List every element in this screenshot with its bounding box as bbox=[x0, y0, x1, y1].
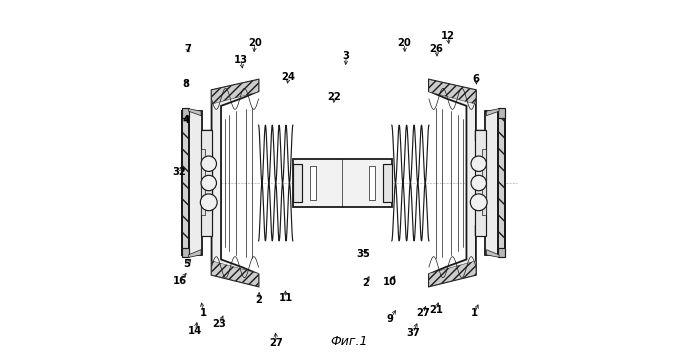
Text: 20: 20 bbox=[248, 38, 262, 49]
Bar bbox=[293, 159, 392, 207]
Text: 22: 22 bbox=[327, 92, 341, 102]
Text: 14: 14 bbox=[188, 326, 202, 336]
Text: Фиг.1: Фиг.1 bbox=[330, 335, 368, 348]
Text: 2: 2 bbox=[362, 278, 369, 288]
Circle shape bbox=[471, 156, 487, 171]
Polygon shape bbox=[182, 111, 202, 124]
Text: 12: 12 bbox=[441, 31, 455, 42]
Polygon shape bbox=[211, 80, 258, 287]
Bar bbox=[182, 111, 189, 255]
Bar bbox=[369, 166, 375, 200]
Text: 7: 7 bbox=[184, 44, 191, 54]
Bar bbox=[498, 108, 505, 118]
Text: 16: 16 bbox=[173, 276, 187, 286]
Polygon shape bbox=[487, 109, 499, 116]
Bar bbox=[182, 247, 189, 257]
Polygon shape bbox=[201, 225, 212, 235]
Text: 11: 11 bbox=[279, 293, 293, 303]
Bar bbox=[310, 166, 316, 200]
Text: 1: 1 bbox=[471, 308, 478, 319]
Text: 3: 3 bbox=[343, 51, 350, 61]
Text: 10: 10 bbox=[383, 277, 396, 287]
Polygon shape bbox=[188, 250, 201, 257]
Circle shape bbox=[201, 175, 216, 191]
Bar bbox=[482, 149, 487, 215]
Bar bbox=[498, 111, 505, 255]
Polygon shape bbox=[201, 131, 212, 141]
Text: 37: 37 bbox=[406, 328, 419, 338]
Text: 2: 2 bbox=[255, 295, 262, 306]
Text: 6: 6 bbox=[473, 74, 480, 83]
Text: 27: 27 bbox=[417, 308, 430, 319]
Polygon shape bbox=[211, 80, 258, 104]
Polygon shape bbox=[429, 261, 476, 287]
Polygon shape bbox=[485, 111, 505, 124]
Polygon shape bbox=[485, 242, 505, 255]
Polygon shape bbox=[182, 242, 202, 255]
Bar bbox=[498, 247, 505, 257]
Text: 1: 1 bbox=[200, 308, 207, 318]
Text: 4: 4 bbox=[182, 115, 190, 125]
Bar bbox=[182, 108, 189, 118]
Text: 20: 20 bbox=[398, 38, 411, 49]
Circle shape bbox=[471, 175, 487, 191]
Polygon shape bbox=[487, 250, 499, 257]
Text: 5: 5 bbox=[184, 259, 191, 269]
Circle shape bbox=[201, 156, 216, 171]
Polygon shape bbox=[482, 144, 487, 221]
Polygon shape bbox=[475, 131, 487, 141]
Text: 13: 13 bbox=[234, 55, 248, 65]
Bar bbox=[201, 149, 205, 215]
Circle shape bbox=[200, 194, 217, 211]
Bar bbox=[498, 111, 505, 255]
Bar bbox=[293, 164, 302, 202]
Bar bbox=[201, 131, 212, 235]
Polygon shape bbox=[429, 80, 476, 287]
Bar bbox=[475, 131, 487, 235]
Bar bbox=[383, 164, 392, 202]
Polygon shape bbox=[211, 261, 258, 287]
Text: 23: 23 bbox=[212, 319, 226, 329]
Text: 9: 9 bbox=[387, 314, 394, 324]
Text: 27: 27 bbox=[269, 338, 283, 347]
Polygon shape bbox=[201, 144, 205, 221]
Text: 35: 35 bbox=[357, 249, 371, 259]
Polygon shape bbox=[188, 109, 201, 116]
Polygon shape bbox=[475, 225, 487, 235]
Bar bbox=[485, 111, 505, 255]
Text: 26: 26 bbox=[430, 44, 444, 54]
Text: 24: 24 bbox=[282, 72, 296, 82]
Circle shape bbox=[470, 194, 487, 211]
Text: 32: 32 bbox=[172, 168, 186, 177]
Text: 21: 21 bbox=[429, 305, 443, 315]
Bar bbox=[182, 111, 202, 255]
Bar bbox=[182, 111, 189, 255]
Polygon shape bbox=[429, 80, 476, 104]
Text: 8: 8 bbox=[182, 79, 189, 89]
